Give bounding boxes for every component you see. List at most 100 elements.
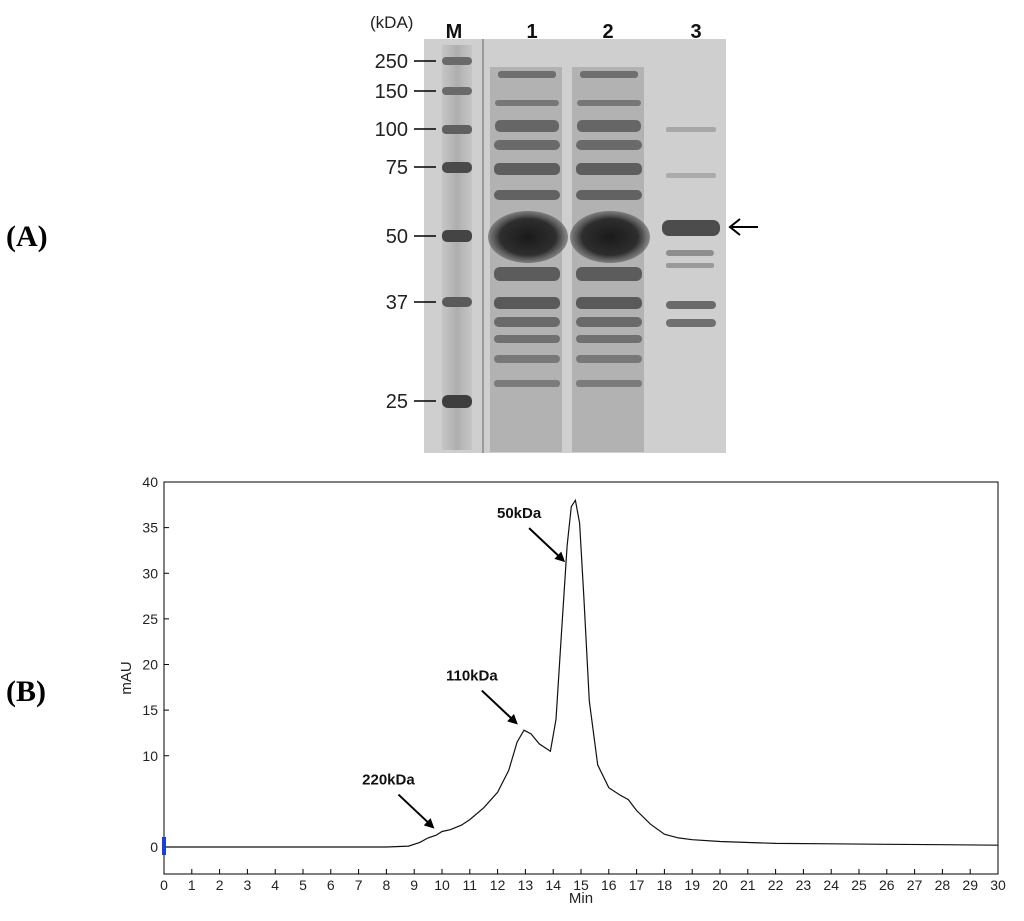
x-tick-label: 11 bbox=[463, 877, 478, 893]
y-axis-ticks: 0 10 15 20 25 30 35 40 bbox=[142, 474, 169, 855]
x-tick-label: 20 bbox=[712, 877, 728, 893]
panel-a-label: (A) bbox=[6, 220, 48, 253]
marker-label-75: 75 bbox=[386, 157, 408, 179]
peak-annotations: 220kDa 110kDa 50kDa bbox=[362, 505, 566, 829]
lane-m-smear bbox=[442, 45, 472, 450]
x-tick-label: 18 bbox=[657, 877, 673, 893]
lane-label-2: 2 bbox=[602, 21, 613, 43]
lane-2-band bbox=[576, 335, 642, 343]
injection-marker bbox=[162, 837, 166, 855]
x-tick-label: 19 bbox=[684, 877, 700, 893]
y-tick-label: 30 bbox=[142, 565, 158, 581]
lane-2-band bbox=[576, 380, 642, 387]
lane-2-band bbox=[576, 140, 642, 150]
lane-1-band bbox=[495, 120, 559, 132]
marker-label-25: 25 bbox=[386, 391, 408, 413]
x-tick-label: 7 bbox=[355, 877, 363, 893]
marker-band-50 bbox=[442, 230, 472, 242]
annotation-arrow-line bbox=[397, 793, 434, 828]
x-tick-label: 30 bbox=[990, 877, 1006, 893]
annotation-arrowhead-icon bbox=[554, 551, 566, 563]
lane-1-band bbox=[494, 163, 560, 175]
x-tick-label: 4 bbox=[271, 877, 279, 893]
lane-2-band bbox=[576, 317, 642, 327]
x-tick-label: 13 bbox=[518, 877, 534, 893]
lane-m bbox=[442, 45, 472, 450]
x-tick-label: 24 bbox=[823, 877, 839, 893]
marker-band-250 bbox=[442, 57, 472, 65]
y-tick-label: 20 bbox=[142, 657, 158, 673]
x-tick-label: 10 bbox=[434, 877, 450, 893]
x-tick-label: 15 bbox=[573, 877, 589, 893]
lane-1-major-band bbox=[488, 211, 568, 263]
y-tick-label: 40 bbox=[142, 474, 158, 490]
marker-ticks bbox=[414, 60, 436, 402]
x-tick-label: 22 bbox=[768, 877, 784, 893]
lane-label-1: 1 bbox=[526, 21, 537, 43]
x-tick-label: 9 bbox=[410, 877, 418, 893]
lane-3-band bbox=[666, 250, 714, 256]
marker-label-150: 150 bbox=[375, 81, 408, 103]
lane-2-band bbox=[580, 71, 638, 78]
marker-band-75 bbox=[442, 162, 472, 173]
lane-2 bbox=[570, 67, 650, 452]
annotation-arrowhead-icon bbox=[507, 714, 518, 725]
lane-2-band bbox=[576, 190, 642, 200]
x-tick-label: 21 bbox=[740, 877, 756, 893]
x-tick-label: 17 bbox=[629, 877, 645, 893]
x-tick-label: 0 bbox=[160, 877, 168, 893]
y-tick-label: 35 bbox=[142, 520, 158, 536]
x-tick-label: 14 bbox=[545, 877, 561, 893]
kda-unit-label: (kDA) bbox=[370, 13, 413, 32]
lane-2-band bbox=[577, 120, 641, 132]
y-axis-label: mAU bbox=[118, 661, 135, 694]
lane-3-band bbox=[666, 301, 716, 309]
lane-1-band bbox=[494, 267, 560, 281]
panel-b-label: (B) bbox=[6, 675, 46, 708]
x-tick-label: 29 bbox=[962, 877, 978, 893]
x-tick-label: 28 bbox=[935, 877, 951, 893]
lane-1-band bbox=[494, 190, 560, 200]
x-tick-label: 26 bbox=[879, 877, 895, 893]
target-arrow-icon bbox=[728, 218, 758, 236]
peak-annotation-label: 220kDa bbox=[362, 772, 415, 789]
peak-annotation-label: 50kDa bbox=[497, 505, 542, 522]
lane-1-band bbox=[494, 140, 560, 150]
chromatogram-panel: 0 1 2 3 4 5 6 7 8 9 10 11 12 13 14 15 16 17 18 19 20 21 22 23 24… bbox=[0, 460, 1024, 921]
annotation-arrow-line bbox=[528, 527, 564, 561]
x-tick-label: 23 bbox=[796, 877, 812, 893]
lane-2-band bbox=[576, 297, 642, 309]
y-tick-label: 10 bbox=[142, 748, 158, 764]
x-tick-label: 8 bbox=[383, 877, 391, 893]
lane-1-band bbox=[495, 100, 559, 106]
y-tick-label: 15 bbox=[142, 702, 158, 718]
marker-band-100 bbox=[442, 125, 472, 134]
lane-2-major-band bbox=[570, 211, 650, 263]
lane-1-band bbox=[498, 71, 556, 78]
marker-label-250: 250 bbox=[375, 51, 408, 73]
x-tick-label: 3 bbox=[244, 877, 252, 893]
x-tick-label: 12 bbox=[490, 877, 506, 893]
x-tick-label: 6 bbox=[327, 877, 335, 893]
lane-3-band bbox=[666, 173, 716, 178]
lane-2-band bbox=[576, 267, 642, 281]
x-tick-label: 2 bbox=[216, 877, 224, 893]
annotation-arrow-line bbox=[481, 689, 517, 724]
lane-1 bbox=[488, 67, 568, 452]
lane-label-3: 3 bbox=[690, 21, 701, 43]
gel-panel: 250 150 100 75 50 37 25 (kDA) M 1 2 3 bbox=[340, 5, 780, 455]
x-tick-label: 5 bbox=[299, 877, 307, 893]
annotation-arrowhead-icon bbox=[423, 818, 435, 829]
x-tick-label: 25 bbox=[851, 877, 867, 893]
marker-band-37 bbox=[442, 297, 472, 307]
lane-1-band bbox=[494, 355, 560, 363]
marker-label-50: 50 bbox=[386, 226, 408, 248]
lane-1-band bbox=[494, 335, 560, 343]
lane-1-band bbox=[494, 297, 560, 309]
lane-2-band bbox=[577, 100, 641, 106]
peak-annotation-label: 110kDa bbox=[446, 668, 498, 685]
y-tick-label: 0 bbox=[150, 839, 158, 855]
lane-2-band bbox=[576, 163, 642, 175]
marker-label-100: 100 bbox=[375, 119, 408, 141]
lane-3-target-band bbox=[662, 220, 720, 236]
